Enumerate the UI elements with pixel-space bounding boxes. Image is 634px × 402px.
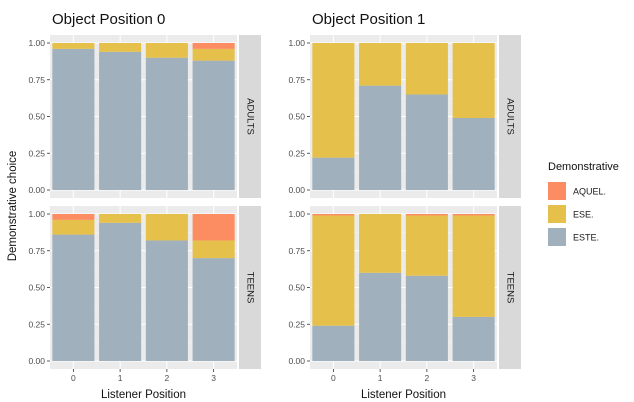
bar-segment-ese — [99, 214, 142, 223]
bar-segment-este — [312, 157, 355, 190]
bar-segment-ese — [359, 214, 402, 273]
bar-segment-este — [145, 240, 188, 361]
bar-segment-este — [405, 94, 448, 190]
x-tick-label: 3 — [471, 373, 476, 383]
facet-strip-background — [499, 206, 521, 369]
y-tick-label: 0.00 — [288, 356, 305, 366]
bar-segment-este — [192, 60, 235, 190]
y-tick-label: 0.00 — [288, 185, 305, 195]
bar-segment-este — [312, 325, 355, 361]
y-tick-label: 0.50 — [28, 112, 45, 122]
y-tick-label: 1.00 — [28, 38, 45, 48]
legend-label-ese: ESE. — [573, 210, 594, 220]
bar-segment-este — [192, 258, 235, 361]
x-axis-label: Listener Position — [361, 389, 446, 401]
y-tick-label: 0.75 — [28, 75, 45, 85]
y-tick-label: 0.50 — [288, 112, 305, 122]
bar-segment-ese — [99, 43, 142, 52]
bar-segment-este — [145, 57, 188, 191]
legend-key-aquel — [548, 182, 566, 200]
bar-segment-este — [99, 222, 142, 361]
facet-strip-label: ADULTS — [504, 98, 515, 135]
y-tick-label: 0.25 — [288, 319, 305, 329]
facet-strip-label: TEENS — [504, 272, 515, 304]
y-tick-label: 0.75 — [288, 75, 305, 85]
legend-key-ese — [548, 205, 566, 223]
bar-segment-ese — [312, 43, 355, 158]
y-tick-label: 0.00 — [28, 185, 45, 195]
bar-segment-este — [99, 51, 142, 190]
legend-label-aquel: AQUEL. — [573, 187, 606, 197]
y-tick-label: 0.75 — [28, 246, 45, 256]
facet-strip-background — [239, 206, 261, 369]
bar-segment-ese — [359, 43, 402, 86]
bar-segment-ese — [452, 215, 495, 317]
bar-segment-aquel — [312, 214, 355, 216]
bar-segment-aquel — [52, 214, 95, 220]
y-tick-label: 0.50 — [28, 283, 45, 293]
legend-title: Demonstrative — [548, 161, 619, 173]
y-tick-label: 1.00 — [28, 209, 45, 219]
legend-key-este — [548, 228, 566, 246]
y-tick-label: 0.25 — [28, 148, 45, 158]
bar-segment-ese — [192, 48, 235, 61]
facet-strip-label: ADULTS — [244, 98, 255, 135]
bar-segment-ese — [405, 43, 448, 95]
facet-strip-background — [239, 35, 261, 198]
bar-segment-ese — [452, 43, 495, 118]
y-tick-label: 0.00 — [28, 356, 45, 366]
x-tick-label: 2 — [425, 373, 430, 383]
y-axis-label: Demonstrative choice — [7, 151, 19, 262]
bar-segment-aquel — [192, 214, 235, 241]
column-title-0: Object Position 0 — [52, 11, 165, 28]
bar-segment-este — [359, 272, 402, 361]
bar-segment-este — [359, 85, 402, 190]
bar-segment-ese — [312, 215, 355, 326]
y-tick-label: 0.25 — [288, 148, 305, 158]
bar-segment-este — [52, 48, 95, 190]
column-title-1: Object Position 1 — [312, 11, 425, 28]
bar-segment-aquel — [452, 214, 495, 216]
bar-segment-ese — [145, 43, 188, 58]
x-tick-label: 1 — [378, 373, 383, 383]
bar-segment-aquel — [192, 43, 235, 49]
x-axis-label: Listener Position — [101, 389, 186, 401]
x-tick-label: 2 — [165, 373, 170, 383]
y-tick-label: 1.00 — [288, 209, 305, 219]
bar-segment-este — [405, 275, 448, 361]
x-tick-label: 0 — [71, 373, 76, 383]
x-tick-label: 0 — [331, 373, 336, 383]
bar-segment-ese — [145, 214, 188, 241]
bar-segment-este — [452, 316, 495, 361]
y-tick-label: 0.25 — [28, 319, 45, 329]
y-tick-label: 1.00 — [288, 38, 305, 48]
x-tick-label: 1 — [118, 373, 123, 383]
y-tick-label: 0.75 — [288, 246, 305, 256]
bar-segment-ese — [405, 215, 448, 276]
legend-label-este: ESTE. — [573, 233, 599, 243]
bar-segment-aquel — [405, 214, 448, 216]
bar-segment-ese — [52, 219, 95, 235]
bar-segment-ese — [52, 43, 95, 49]
bar-segment-este — [52, 234, 95, 361]
bar-segment-ese — [192, 240, 235, 259]
x-tick-label: 3 — [211, 373, 216, 383]
bar-segment-este — [452, 117, 495, 190]
facet-strip-background — [499, 35, 521, 198]
y-tick-label: 0.50 — [288, 283, 305, 293]
facet-strip-label: TEENS — [244, 272, 255, 304]
